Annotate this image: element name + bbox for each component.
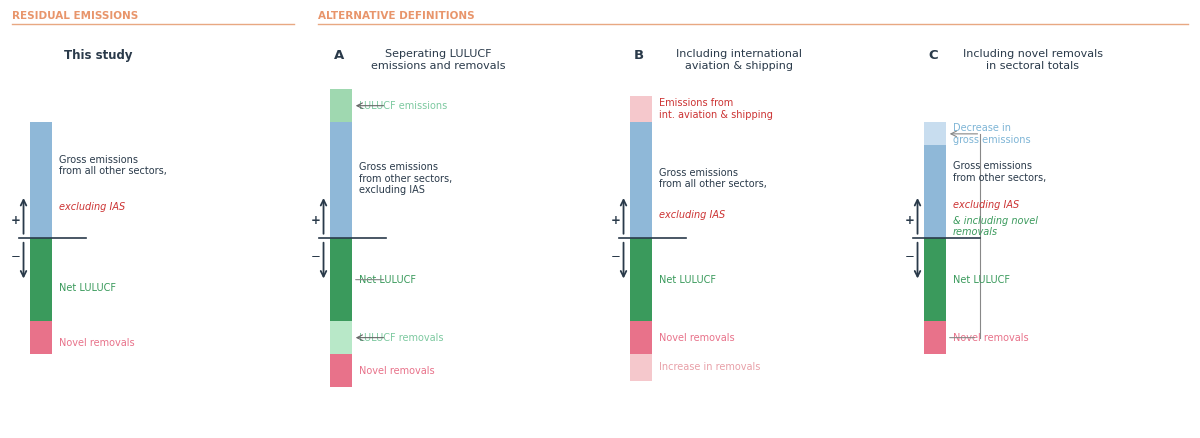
Text: LULUCF removals: LULUCF removals	[359, 332, 443, 343]
Text: Seperating LULUCF
emissions and removals: Seperating LULUCF emissions and removals	[372, 49, 506, 71]
Bar	[924, 321, 946, 354]
Text: +: +	[311, 213, 320, 226]
Bar	[924, 122, 946, 145]
Bar	[630, 96, 652, 122]
Text: +: +	[11, 213, 20, 226]
Text: Including international
aviation & shipping: Including international aviation & shipp…	[676, 49, 802, 71]
Text: Novel removals: Novel removals	[659, 332, 734, 343]
Text: −: −	[311, 250, 320, 263]
Bar	[330, 89, 352, 122]
Bar	[630, 122, 652, 238]
Text: −: −	[611, 250, 620, 263]
Text: C: C	[928, 49, 937, 62]
Text: A: A	[334, 49, 344, 62]
Text: ALTERNATIVE DEFINITIONS: ALTERNATIVE DEFINITIONS	[318, 11, 475, 21]
Bar	[30, 321, 52, 354]
Text: excluding IAS: excluding IAS	[659, 210, 725, 220]
Text: Increase in removals: Increase in removals	[659, 363, 760, 372]
Bar	[630, 354, 652, 381]
Text: Net LULUCF: Net LULUCF	[59, 283, 115, 293]
Bar	[330, 321, 352, 354]
Text: LULUCF emissions: LULUCF emissions	[359, 101, 446, 111]
Text: +: +	[905, 213, 914, 226]
Text: Novel removals: Novel removals	[359, 366, 434, 376]
Text: Gross emissions
from other sectors,: Gross emissions from other sectors,	[953, 161, 1046, 183]
Text: Net LULUCF: Net LULUCF	[359, 275, 415, 285]
Text: excluding IAS: excluding IAS	[953, 200, 1019, 210]
Bar	[330, 238, 352, 321]
Text: Gross emissions
from all other sectors,: Gross emissions from all other sectors,	[659, 168, 767, 189]
Text: Gross emissions
from other sectors,
excluding IAS: Gross emissions from other sectors, excl…	[359, 162, 452, 195]
Text: Net LULUCF: Net LULUCF	[953, 275, 1009, 285]
Text: Decrease in
gross emissions: Decrease in gross emissions	[953, 123, 1031, 145]
Bar	[30, 122, 52, 238]
Text: Novel removals: Novel removals	[953, 332, 1028, 343]
Bar	[630, 321, 652, 354]
Bar	[330, 122, 352, 238]
Text: +: +	[611, 213, 620, 226]
Text: Gross emissions
from all other sectors,: Gross emissions from all other sectors,	[59, 155, 167, 176]
Text: B: B	[634, 49, 644, 62]
Bar	[924, 145, 946, 238]
Text: −: −	[905, 250, 914, 263]
Bar	[630, 238, 652, 321]
Text: Emissions from
int. aviation & shipping: Emissions from int. aviation & shipping	[659, 98, 773, 120]
Text: This study: This study	[64, 49, 133, 62]
Bar	[924, 238, 946, 321]
Text: Net LULUCF: Net LULUCF	[659, 275, 715, 285]
Text: excluding IAS: excluding IAS	[59, 202, 125, 212]
Text: Novel removals: Novel removals	[59, 338, 134, 348]
Text: Including novel removals
in sectoral totals: Including novel removals in sectoral tot…	[962, 49, 1103, 71]
Text: RESIDUAL EMISSIONS: RESIDUAL EMISSIONS	[12, 11, 138, 21]
Text: −: −	[11, 250, 20, 263]
Bar	[330, 354, 352, 387]
Bar	[30, 238, 52, 321]
Text: & including novel
removals: & including novel removals	[953, 216, 1038, 237]
